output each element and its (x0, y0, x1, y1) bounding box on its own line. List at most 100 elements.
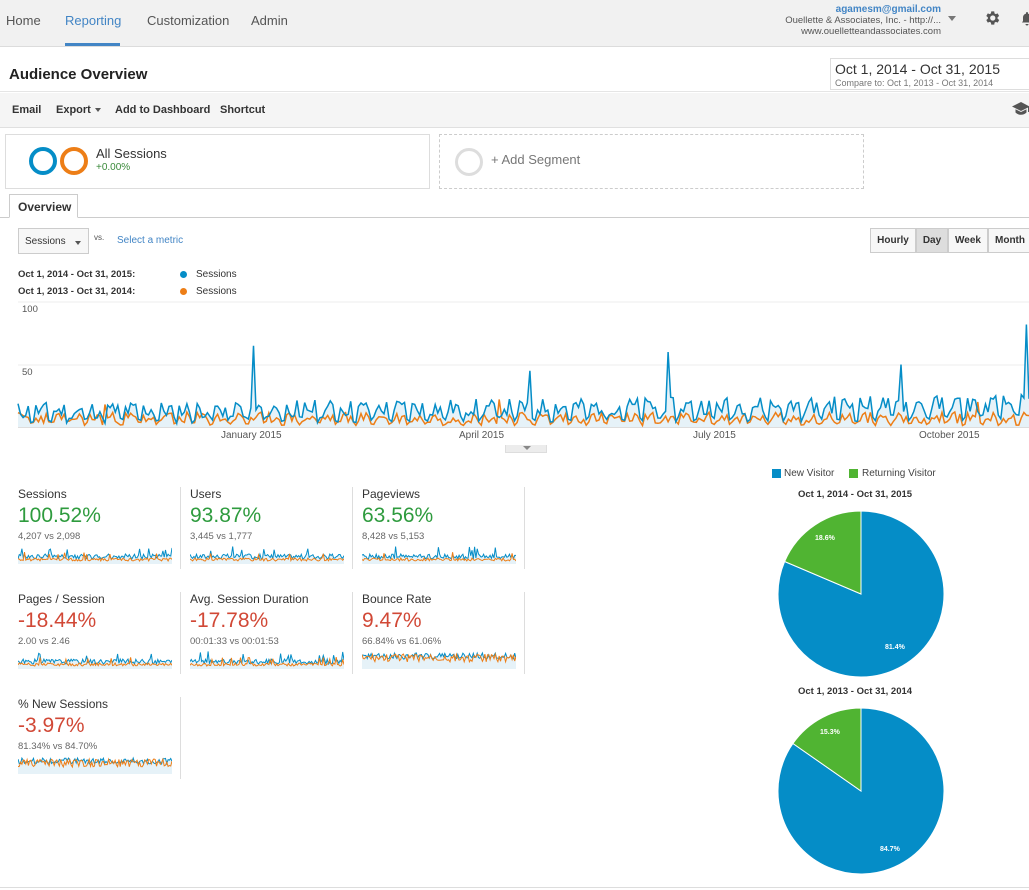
new-visitor-swatch (772, 469, 781, 478)
x-tick-january-2015: January 2015 (221, 430, 282, 441)
date-range-picker[interactable]: Oct 1, 2014 - Oct 31, 2015 Compare to: O… (830, 58, 1029, 90)
metric-tile-avg-session-duration[interactable]: Avg. Session Duration -17.78% 00:01:33 v… (190, 592, 352, 674)
nav-admin[interactable]: Admin (251, 13, 288, 28)
granularity-hourly-button[interactable]: Hourly (870, 228, 916, 253)
tile-divider (352, 592, 353, 674)
collapse-chart-toggle[interactable] (505, 445, 547, 453)
add-segment-button[interactable]: + Add Segment (439, 134, 864, 189)
metric-name: % New Sessions (18, 697, 109, 711)
metric-change: 100.52% (18, 504, 101, 527)
compare-label: Compare to: (835, 78, 885, 88)
metric-name: Sessions (18, 487, 67, 501)
sparkline-previous (190, 552, 344, 563)
metric-tile-pages-per-session[interactable]: Pages / Session -18.44% 2.00 vs 2.46 (18, 592, 180, 674)
sparkline (362, 546, 516, 564)
metric-compare: 4,207 vs 2,098 (18, 531, 81, 542)
granularity-day-button[interactable]: Day (916, 228, 948, 253)
pie-chart-current[interactable] (776, 509, 946, 679)
pie-slice-returning-visitor[interactable] (792, 707, 862, 792)
metric-name: Bounce Rate (362, 592, 432, 606)
tile-divider (524, 592, 525, 674)
bell-icon[interactable] (1022, 12, 1029, 26)
add-segment-ring-icon (455, 148, 483, 176)
add-to-dashboard-button[interactable]: Add to Dashboard (115, 104, 211, 116)
metric-compare: 81.34% vs 84.70% (18, 741, 98, 752)
pie-slice-returning-visitor[interactable] (783, 510, 862, 595)
metric-tile-users[interactable]: Users 93.87% 3,445 vs 1,777 (190, 487, 352, 569)
account-site: www.ouelletteandassociates.com (801, 26, 941, 37)
tile-divider (180, 592, 181, 674)
account-switcher[interactable]: agamesm@gmail.com Ouellette & Associates… (785, 4, 941, 37)
granularity-month-button[interactable]: Month (988, 228, 1029, 253)
tab-divider (0, 217, 1029, 218)
metric-compare: 00:01:33 vs 00:01:53 (190, 636, 279, 647)
legend-previous-series: Sessions (196, 286, 237, 297)
x-tick-april-2015: April 2015 (459, 430, 505, 441)
pie-legend-returning-visitor: Returning Visitor (862, 468, 936, 479)
sparkline-current (362, 546, 516, 561)
granularity-week-button[interactable]: Week (948, 228, 988, 253)
current-series-area (18, 324, 1029, 427)
tile-divider (180, 487, 181, 569)
segment-label: All Sessions (96, 146, 167, 161)
page-title: Audience Overview (9, 66, 148, 83)
pie-label-new-current: 81.4% (885, 644, 905, 651)
email-button[interactable]: Email (12, 104, 42, 116)
compare-range: Oct 1, 2013 - Oct 31, 2014 (887, 78, 994, 88)
tab-overview[interactable]: Overview (9, 194, 78, 218)
metric-name: Pageviews (362, 487, 421, 501)
current-series-line (17, 324, 1029, 427)
export-button[interactable]: Export (56, 104, 101, 116)
export-label: Export (56, 104, 91, 116)
select-metric-link[interactable]: Select a metric (117, 235, 184, 246)
metric-tile-bounce-rate[interactable]: Bounce Rate 9.47% 66.84% vs 61.06% (362, 592, 524, 674)
sessions-line-chart[interactable] (0, 300, 1029, 450)
graduation-cap-icon[interactable] (1012, 102, 1029, 116)
title-row: Audience Overview Oct 1, 2014 - Oct 31, … (0, 48, 1029, 92)
sparkline-current (190, 546, 344, 561)
sparkline (18, 547, 172, 564)
shortcut-button[interactable]: Shortcut (220, 104, 266, 116)
chevron-down-icon[interactable] (948, 16, 956, 21)
chevron-down-icon (94, 108, 101, 113)
metric-tile-pageviews[interactable]: Pageviews 63.56% 8,428 vs 5,153 (362, 487, 524, 569)
pie-title-current: Oct 1, 2014 - Oct 31, 2015 (798, 489, 913, 500)
report-toolbar: Email Export Add to Dashboard Shortcut (0, 93, 1029, 128)
pie-label-new-previous: 84.7% (880, 846, 900, 853)
nav-customization[interactable]: Customization (147, 13, 230, 28)
tile-divider (180, 697, 181, 779)
metric-change: 9.47% (362, 609, 422, 632)
pie-legend-new-visitor: New Visitor (784, 468, 835, 479)
previous-series-line (17, 399, 1029, 428)
segment-all-sessions[interactable]: All Sessions +0.00% (5, 134, 430, 189)
pie-chart-previous[interactable] (776, 706, 946, 876)
vs-label: vs. (94, 233, 105, 242)
add-segment-label: + Add Segment (491, 152, 581, 167)
tile-divider (352, 487, 353, 569)
metric-change: 63.56% (362, 504, 434, 527)
pie-title-previous: Oct 1, 2013 - Oct 31, 2014 (798, 686, 913, 697)
legend-current-range: Oct 1, 2014 - Oct 31, 2015: (18, 269, 136, 280)
previous-range-ring-icon (60, 147, 88, 175)
metric-name: Pages / Session (18, 592, 105, 606)
legend-previous-range: Oct 1, 2013 - Oct 31, 2014: (18, 286, 136, 297)
sparkline-previous (190, 657, 344, 667)
date-range-compare: Compare to: Oct 1, 2013 - Oct 31, 2014 (835, 78, 1025, 88)
y-tick-100: 100 (22, 304, 38, 315)
metric-dropdown[interactable]: Sessions (18, 228, 89, 254)
metric-tile-sessions[interactable]: Sessions 100.52% 4,207 vs 2,098 (18, 487, 180, 569)
sparkline-previous (18, 757, 172, 769)
gear-icon[interactable] (983, 9, 1001, 27)
account-org: Ouellette & Associates, Inc. - http://..… (785, 15, 941, 26)
x-tick-october-2015: October 2015 (919, 430, 980, 441)
metric-change: -18.44% (18, 609, 97, 632)
metric-tile-new-sessions[interactable]: % New Sessions -3.97% 81.34% vs 84.70% (18, 697, 180, 779)
tile-divider (524, 487, 525, 569)
nav-reporting[interactable]: Reporting (65, 13, 122, 28)
sparkline-area (362, 653, 516, 669)
metric-change: -3.97% (18, 714, 85, 737)
metric-compare: 8,428 vs 5,153 (362, 531, 425, 542)
sparkline-previous (18, 552, 172, 563)
nav-home[interactable]: Home (6, 13, 41, 28)
current-range-ring-icon (29, 147, 57, 175)
